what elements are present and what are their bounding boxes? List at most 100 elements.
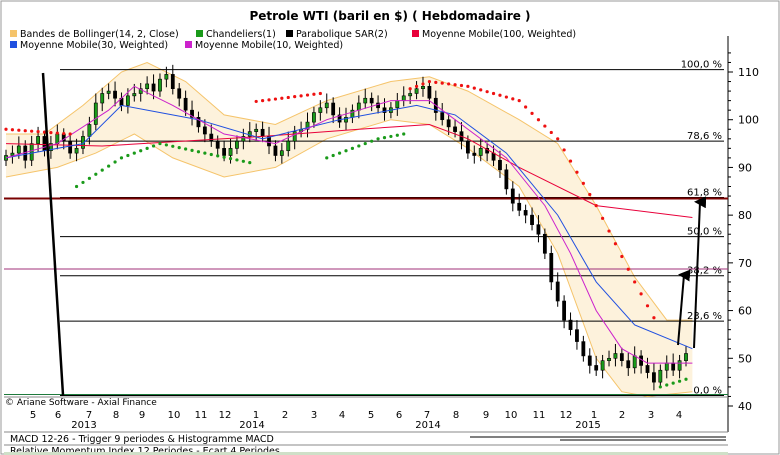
x-month-label: 9 <box>483 410 489 421</box>
candle-body-up <box>324 102 329 109</box>
candle <box>510 181 515 212</box>
candle <box>318 100 323 121</box>
sar-dot-above <box>581 181 585 185</box>
x-month-label: 9 <box>139 410 145 421</box>
candle-body-down <box>542 233 547 254</box>
sar-dot-below <box>671 381 675 385</box>
sar-dot-above <box>511 97 515 101</box>
candle-body-down <box>260 128 265 137</box>
sar-dot-above <box>652 316 656 320</box>
candle <box>369 92 374 112</box>
candle <box>542 228 547 260</box>
candle-body-down <box>504 169 509 190</box>
candle-body-down <box>209 133 214 142</box>
sar-dot-below <box>113 160 117 164</box>
candle-body-up <box>235 140 239 149</box>
legend-swatch <box>286 30 293 37</box>
y-tick-label-50: 50 <box>738 352 752 365</box>
candle <box>581 335 586 362</box>
copyright-text: © Ariane Software - Axial Finance <box>5 398 157 408</box>
sar-dot-above <box>459 83 464 88</box>
candle-body-down <box>562 300 567 321</box>
sar-dot-above <box>261 99 265 103</box>
sar-dot-above <box>613 242 618 246</box>
candle-body-up <box>106 90 111 94</box>
fib-label-6: 0,0 % <box>693 386 722 397</box>
candle <box>241 128 246 150</box>
sar-dot-below <box>337 151 342 155</box>
candle-body-down <box>183 97 188 111</box>
sar-dot-below <box>164 143 168 147</box>
sar-dot-below <box>107 164 111 168</box>
sar-dot-below <box>382 136 387 140</box>
sar-dot-above <box>434 80 438 84</box>
sar-dot-above <box>504 95 508 99</box>
candle-body-up <box>145 83 150 90</box>
x-month-label: 6 <box>55 410 61 421</box>
sar-dot-above <box>10 128 15 132</box>
x-month-label: 11 <box>533 410 546 421</box>
sar-dot-below <box>203 151 207 155</box>
sar-dot-below <box>325 156 329 160</box>
candle <box>504 164 509 195</box>
candle-body-down <box>472 152 477 156</box>
sar-dot-below <box>151 144 156 148</box>
y-tick-label-60: 60 <box>738 305 752 318</box>
sar-dot-above <box>543 124 547 128</box>
x-month-label: 5 <box>368 410 374 421</box>
chart-title: Petrole WTI (baril en $) ( Hebdomadaire … <box>249 9 530 23</box>
candle <box>87 116 92 145</box>
candle-body-up <box>312 112 316 123</box>
candle <box>292 125 297 150</box>
candle <box>235 135 239 155</box>
y-tick-label-80: 80 <box>738 209 752 222</box>
sar-dot-below <box>87 176 91 180</box>
legend-label: Moyenne Mobile(10, Weighted) <box>195 40 343 51</box>
sar-dot-below <box>100 168 104 172</box>
candle-body-up <box>93 102 98 125</box>
candle <box>145 76 150 95</box>
sar-dot-above <box>421 82 425 86</box>
sar-dot-below <box>132 151 136 155</box>
candle-body-up <box>74 148 79 154</box>
candle <box>619 347 624 367</box>
sar-dot-above <box>536 118 541 122</box>
fib-label-4: 38,2 % <box>687 266 722 277</box>
candle-body-down <box>619 353 624 361</box>
x-year-label: 2015 <box>575 420 600 431</box>
sar-dot-below <box>216 154 220 158</box>
candle-body-up <box>228 148 233 156</box>
candle-body-down <box>177 88 182 99</box>
legend-label: Parabolique SAR(2) <box>296 29 388 40</box>
candle <box>363 88 368 109</box>
candle-body-down <box>626 360 631 369</box>
candle <box>562 295 567 329</box>
candle <box>607 350 611 367</box>
candle-body-up <box>286 140 291 152</box>
candle-body-up <box>401 95 406 101</box>
sar-dot-above <box>42 130 47 134</box>
candle <box>286 131 291 157</box>
candle-body-up <box>305 121 310 130</box>
candle-body-up <box>55 133 60 144</box>
sar-dot-above <box>17 128 21 132</box>
x-month-label: 4 <box>339 410 345 421</box>
x-month-label: 11 <box>195 410 208 421</box>
candle <box>652 363 656 391</box>
y-tick-label-70: 70 <box>738 257 752 270</box>
candle-body-up <box>16 145 21 154</box>
sar-dot-above <box>633 280 637 284</box>
candle <box>93 93 98 131</box>
candle-body-down <box>170 74 175 89</box>
x-month-label: 4 <box>676 410 682 421</box>
candle <box>183 90 188 116</box>
candle-body-down <box>575 329 579 342</box>
sar-dot-above <box>466 84 470 88</box>
candle-body-up <box>29 143 34 161</box>
moving-averages <box>5 85 693 364</box>
candle-body-up <box>478 148 483 156</box>
candle <box>658 364 663 388</box>
candle <box>440 103 445 126</box>
candle <box>414 81 419 100</box>
